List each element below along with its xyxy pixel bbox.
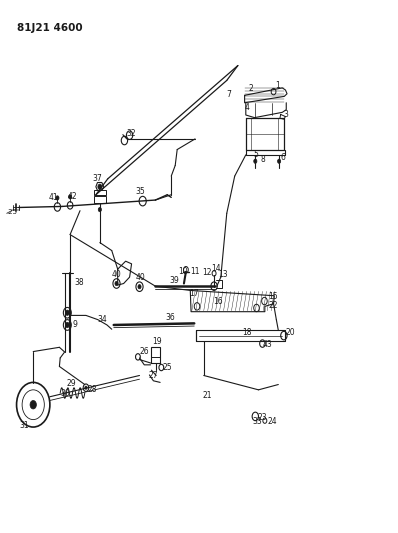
Text: 23: 23 — [258, 413, 267, 422]
Text: 15: 15 — [268, 292, 278, 301]
Circle shape — [56, 196, 59, 200]
Text: 13: 13 — [218, 270, 228, 279]
Text: 31: 31 — [20, 421, 29, 430]
Text: 22: 22 — [269, 301, 278, 310]
Text: 18: 18 — [243, 328, 252, 337]
Text: 32: 32 — [127, 129, 137, 138]
Circle shape — [98, 207, 101, 212]
Text: 34: 34 — [97, 315, 107, 324]
Circle shape — [65, 310, 69, 316]
Bar — [151, 348, 160, 364]
Circle shape — [254, 159, 257, 164]
Text: 35: 35 — [136, 187, 145, 196]
Text: .25": .25" — [7, 209, 21, 215]
Text: 33: 33 — [253, 417, 262, 426]
Text: 3: 3 — [283, 110, 288, 119]
Circle shape — [30, 400, 36, 409]
Bar — [151, 357, 160, 364]
Text: 36: 36 — [165, 313, 175, 322]
Text: 28: 28 — [87, 385, 97, 394]
Text: 11: 11 — [190, 267, 199, 276]
Bar — [94, 190, 106, 195]
Text: 30: 30 — [60, 389, 70, 398]
Text: 16: 16 — [213, 297, 222, 306]
Circle shape — [277, 159, 281, 164]
Bar — [94, 196, 106, 203]
Circle shape — [138, 285, 141, 289]
Text: 41: 41 — [49, 192, 59, 201]
Text: 7: 7 — [227, 90, 232, 99]
Text: 5: 5 — [254, 150, 258, 159]
Text: 2: 2 — [249, 84, 254, 93]
Text: 19: 19 — [152, 337, 162, 346]
Text: 25: 25 — [162, 363, 172, 372]
Text: 81J21 4600: 81J21 4600 — [17, 23, 82, 33]
Text: 10: 10 — [178, 267, 187, 276]
Text: 1: 1 — [275, 81, 280, 90]
Text: 27: 27 — [148, 372, 158, 380]
Text: 6: 6 — [280, 154, 285, 163]
Text: 20: 20 — [285, 328, 295, 337]
Text: 38: 38 — [74, 278, 84, 287]
Text: 39: 39 — [169, 276, 179, 285]
Text: 43: 43 — [262, 341, 272, 350]
Text: 26: 26 — [140, 347, 149, 356]
Circle shape — [65, 322, 69, 328]
Text: 14: 14 — [211, 264, 220, 273]
Circle shape — [85, 386, 87, 389]
Text: 24: 24 — [267, 417, 277, 426]
Text: 21: 21 — [202, 391, 212, 400]
Text: 4: 4 — [245, 103, 250, 112]
Text: 8: 8 — [260, 155, 265, 164]
Text: 9: 9 — [72, 320, 77, 329]
Text: 42: 42 — [67, 191, 77, 200]
Circle shape — [115, 281, 118, 286]
Text: 37: 37 — [92, 174, 101, 182]
Text: 17: 17 — [189, 289, 199, 298]
Text: 12: 12 — [202, 268, 211, 277]
Text: 29: 29 — [66, 379, 76, 387]
Text: 40: 40 — [136, 273, 145, 282]
Circle shape — [98, 184, 102, 189]
Circle shape — [68, 195, 72, 199]
Text: 40: 40 — [112, 270, 121, 279]
